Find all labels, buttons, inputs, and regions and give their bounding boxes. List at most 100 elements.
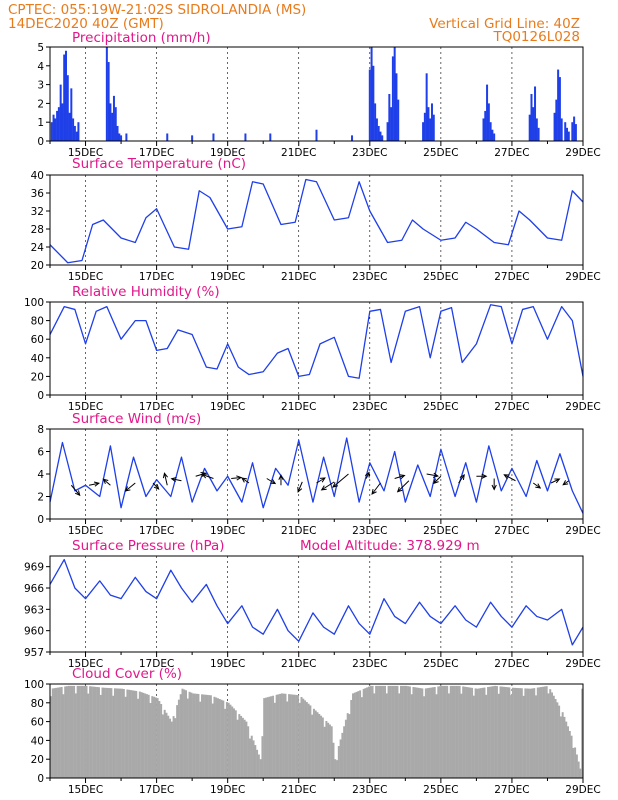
y-tick-label: 960 bbox=[24, 626, 44, 638]
cloud-bar bbox=[97, 687, 100, 778]
x-tick-label: 23DEC bbox=[352, 271, 387, 283]
cloud-bar bbox=[181, 688, 184, 778]
cloud-bar bbox=[298, 702, 301, 778]
x-tick-label: 15DEC bbox=[68, 525, 103, 537]
cloud-bar bbox=[96, 687, 99, 778]
cloud-bar bbox=[273, 702, 276, 778]
cloud-bar bbox=[463, 686, 466, 778]
cloud-bar bbox=[99, 694, 102, 778]
cloud-bar bbox=[314, 710, 317, 778]
cloud-bar bbox=[145, 694, 148, 778]
precip-bar bbox=[486, 84, 489, 141]
precip-bar bbox=[75, 131, 78, 141]
wind-arrow-head bbox=[432, 472, 439, 478]
wind-arrow bbox=[195, 472, 206, 477]
cloud-bar bbox=[431, 687, 434, 778]
precip-bar bbox=[269, 133, 272, 141]
cloud-bar bbox=[527, 688, 530, 778]
cloud-bar bbox=[220, 699, 223, 778]
cloud-bar bbox=[428, 687, 431, 778]
x-tick-label: 25DEC bbox=[423, 401, 458, 413]
precip-bar bbox=[50, 122, 53, 141]
cloud-bar bbox=[337, 746, 340, 778]
cloud-bar bbox=[311, 714, 314, 778]
wind-arrow bbox=[550, 478, 560, 484]
precip-bar bbox=[553, 112, 556, 141]
wind-arrow bbox=[426, 473, 438, 477]
wind-arrow bbox=[88, 482, 99, 486]
precip-bar bbox=[370, 47, 373, 141]
cloud-bar bbox=[293, 694, 296, 778]
x-tick-label: 25DEC bbox=[423, 147, 458, 159]
y-tick-label: 32 bbox=[31, 206, 44, 218]
cloud-bar bbox=[154, 697, 157, 778]
y-tick-label: 2 bbox=[37, 98, 44, 110]
y-tick-label: 36 bbox=[31, 188, 45, 200]
cloud-bar bbox=[199, 701, 202, 778]
cloud-bar bbox=[73, 685, 76, 778]
panel-5: Surface Pressure (hPa) Model Altitude: 37… bbox=[24, 538, 601, 670]
cloud-bar bbox=[282, 693, 285, 778]
precip-bar bbox=[244, 133, 247, 141]
x-tick-label: 29DEC bbox=[565, 784, 600, 796]
cloud-bar bbox=[153, 696, 156, 778]
cloud-bar bbox=[188, 691, 191, 778]
cloud-bar bbox=[559, 716, 562, 778]
precip-bar bbox=[482, 118, 485, 141]
cloud-bar bbox=[193, 693, 196, 778]
panel-frame bbox=[49, 46, 584, 142]
cloud-bar bbox=[462, 686, 465, 778]
cloud-bar bbox=[296, 695, 299, 778]
cloud-bar bbox=[137, 698, 140, 778]
cloud-bar bbox=[250, 735, 253, 778]
wind-arrow-head bbox=[153, 484, 160, 490]
precip-bar bbox=[166, 133, 169, 141]
wind-arrow-head bbox=[278, 474, 284, 480]
y-tick-label: 8 bbox=[37, 424, 44, 436]
cloud-bar bbox=[359, 690, 362, 778]
cloud-bar bbox=[360, 697, 363, 778]
wind-arrow-head bbox=[74, 490, 81, 497]
y-tick-label: 5 bbox=[37, 42, 44, 54]
cloud-bar bbox=[247, 726, 250, 778]
panel-title: Surface Pressure (hPa) bbox=[72, 538, 225, 554]
cloud-bar bbox=[433, 687, 436, 778]
cloud-bar bbox=[540, 687, 543, 778]
precip-bar bbox=[351, 135, 354, 141]
cloud-bar bbox=[398, 693, 401, 778]
cloud-bar bbox=[469, 687, 472, 778]
cloud-bar bbox=[453, 685, 456, 778]
cloud-bar bbox=[288, 694, 291, 778]
x-tick-label: 25DEC bbox=[423, 525, 458, 537]
cloud-bar bbox=[355, 691, 358, 778]
cloud-bar bbox=[506, 687, 509, 778]
cloud-bar bbox=[131, 690, 134, 778]
precip-bar bbox=[390, 107, 393, 141]
x-tick-label: 27DEC bbox=[494, 271, 529, 283]
header-model-id: TQ0126L028 bbox=[492, 29, 580, 45]
cloud-bar bbox=[451, 685, 454, 778]
cloud-bar bbox=[113, 688, 116, 778]
cloud-bar bbox=[543, 686, 546, 778]
cloud-bar bbox=[232, 708, 235, 778]
y-tick-label: 100 bbox=[24, 679, 44, 691]
wind-arrow-head bbox=[554, 478, 561, 484]
cloud-bar bbox=[227, 702, 230, 778]
cloud-bar bbox=[263, 698, 266, 778]
cloud-bar bbox=[513, 687, 516, 778]
cloud-bar bbox=[55, 687, 58, 778]
cloud-bar bbox=[172, 716, 175, 778]
cloud-bar bbox=[231, 706, 234, 778]
wind-arrow-head bbox=[503, 474, 510, 480]
cloud-bar bbox=[424, 688, 427, 778]
precip-bar bbox=[120, 135, 123, 141]
cloud-bar bbox=[138, 691, 141, 778]
cloud-bar bbox=[350, 699, 353, 778]
cloud-bar bbox=[103, 687, 106, 778]
cloud-bar bbox=[344, 719, 347, 778]
header-date-line: 14DEC2020 40Z (GMT) bbox=[8, 16, 164, 32]
cloud-bar bbox=[124, 696, 127, 778]
cloud-bar bbox=[375, 685, 378, 778]
cloud-bar bbox=[382, 685, 385, 778]
